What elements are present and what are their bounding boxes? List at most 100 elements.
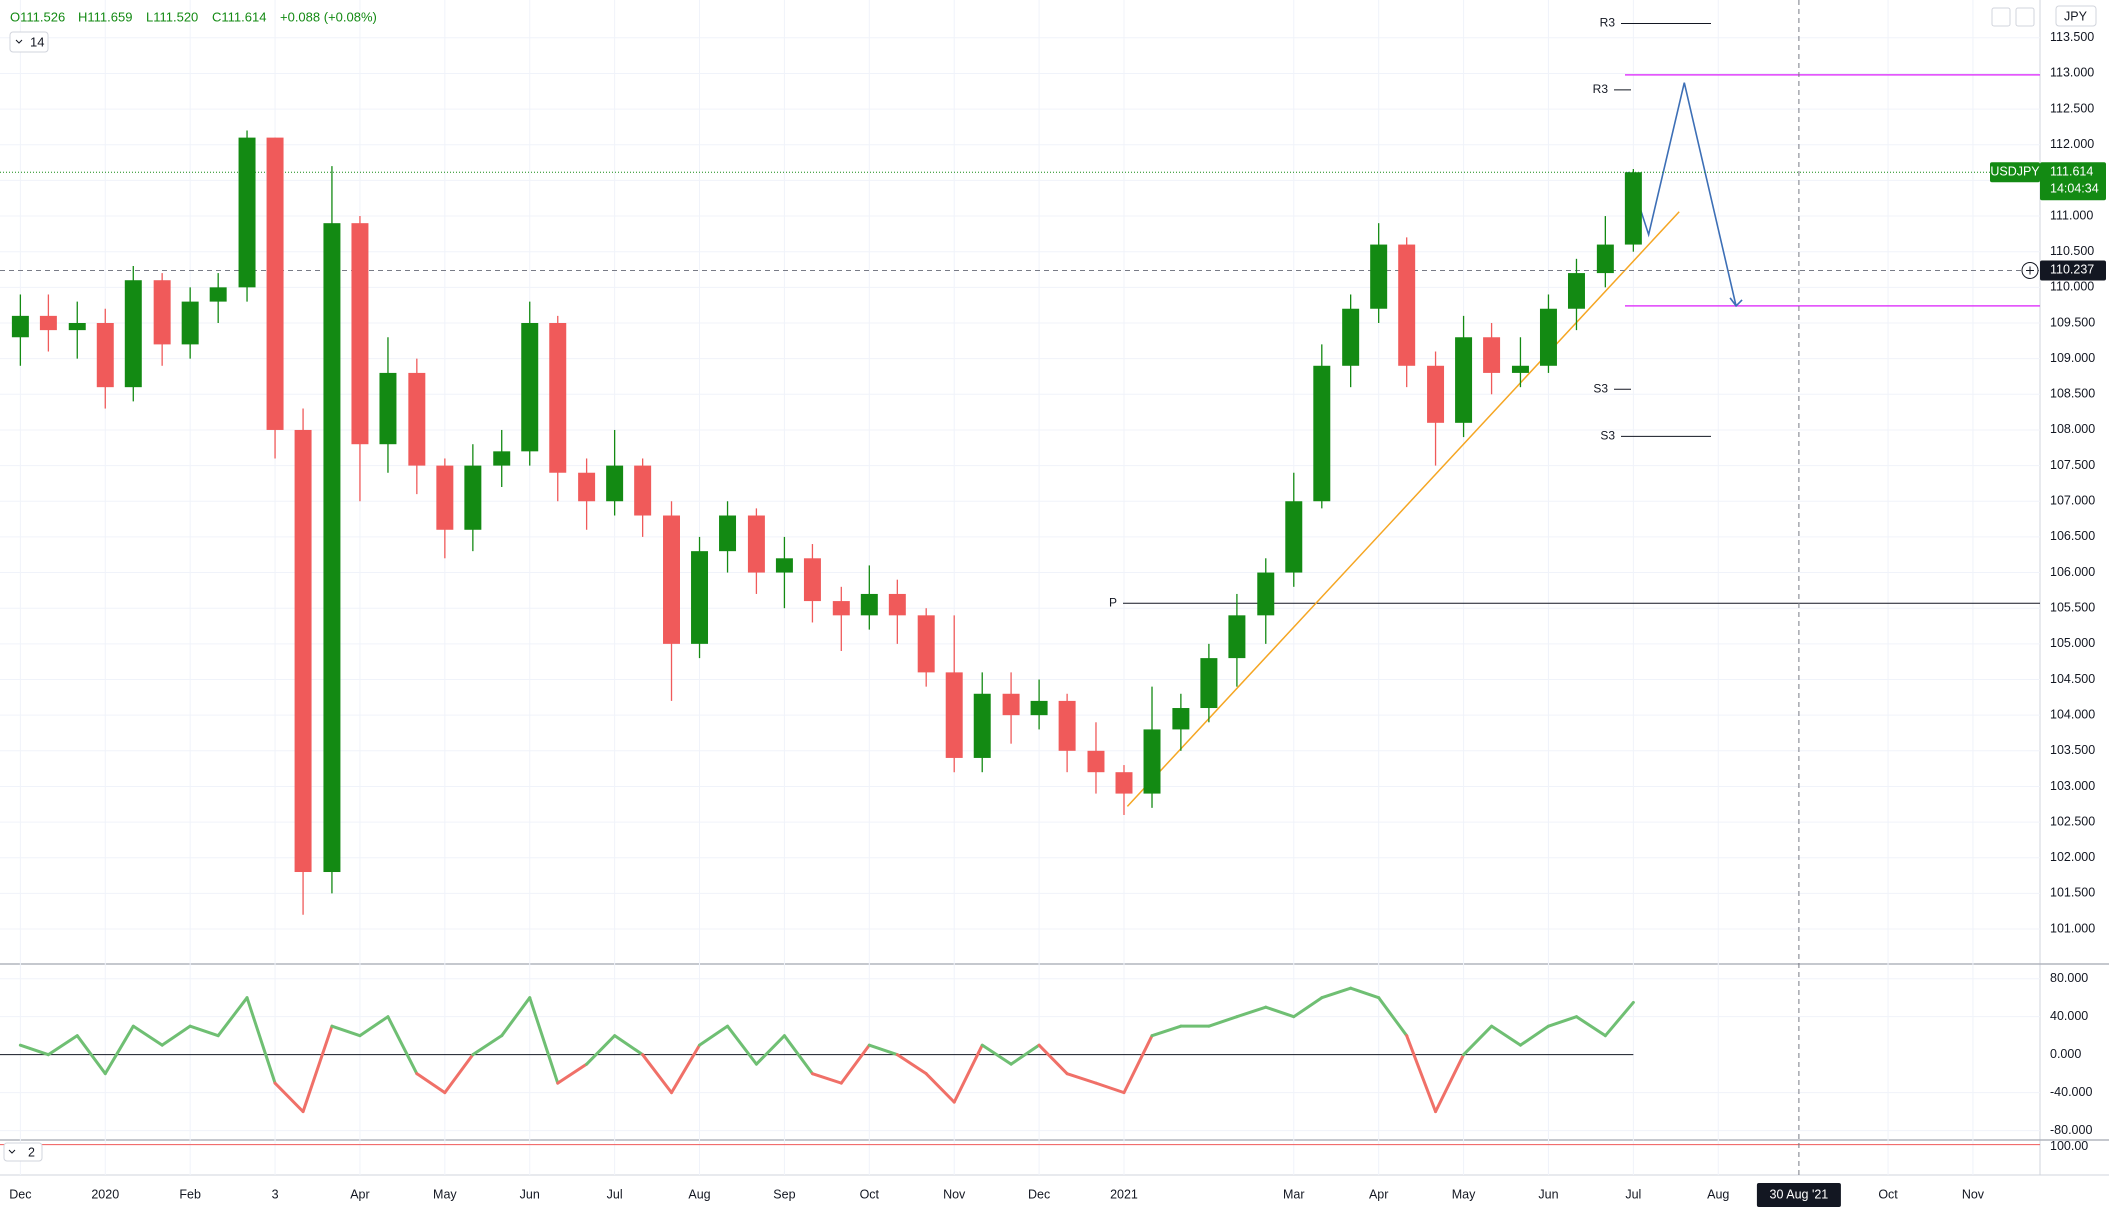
oscillator-segment [1405, 1034, 1438, 1114]
chevron [15, 39, 23, 44]
candle-body [1200, 658, 1218, 709]
oscillator-segment [1009, 1043, 1041, 1066]
candle-body [888, 593, 906, 616]
y-tick-label: 103.500 [2050, 743, 2095, 757]
candle-body [1257, 572, 1275, 616]
ohlc-low: L111.520 [146, 9, 198, 24]
candle-body [691, 551, 709, 644]
candle-body [860, 593, 878, 616]
candle-body [266, 137, 284, 430]
y-tick-label: 111.000 [2050, 208, 2093, 222]
candle-body [606, 465, 624, 502]
x-tick-label: Sep [773, 1187, 795, 1201]
candle-body [1567, 273, 1585, 309]
candle-body [973, 693, 991, 758]
candle-body [521, 322, 539, 452]
candle-body [1342, 308, 1360, 366]
symbol-label: USDJPY [1990, 165, 2040, 179]
labels: O111.526 H111.659 L111.520 C111.614 +0.0… [3, 5, 2106, 1207]
candle-body [1398, 244, 1416, 366]
candle-body [124, 280, 142, 388]
oscillator-segment [330, 1024, 362, 1038]
y-tick-label: 110.500 [2050, 244, 2094, 258]
oscillator-segment [216, 996, 249, 1038]
oscillator-segment [1122, 1034, 1154, 1095]
ohlc-close: C111.614 [212, 9, 266, 24]
pivot-label: R3 [1593, 82, 1609, 96]
candle-body [634, 465, 652, 516]
pivot-label: P [1109, 595, 1117, 609]
y-tick-label: 108.000 [2050, 422, 2095, 436]
candle-body [747, 515, 765, 573]
candle-body [379, 372, 397, 445]
candle-body [917, 615, 935, 673]
x-tick-label: Feb [179, 1187, 201, 1201]
y-tick-label: 102.000 [2050, 850, 2095, 864]
oscillator-segment [1292, 996, 1324, 1019]
x-tick-label: Aug [1707, 1187, 1729, 1201]
candle-body [1313, 365, 1331, 502]
countdown-label: 14:04:34 [2050, 182, 2099, 196]
oscillator-segment [754, 1034, 786, 1066]
y-tick-label: 105.500 [2050, 601, 2095, 615]
pane-legend-label[interactable]: 2 [28, 1145, 35, 1159]
candle-body [96, 322, 114, 388]
refresh-button[interactable] [2015, 7, 2035, 27]
y-tick-label: 101.500 [2050, 886, 2095, 900]
interval-label[interactable]: 14 [30, 34, 44, 49]
oscillator-segment [895, 1053, 928, 1076]
currency-label[interactable]: JPY [2064, 9, 2088, 23]
oscillator-segment [1320, 986, 1353, 1000]
ohlc-high: H111.659 [78, 9, 132, 24]
y-tick-label: 106.000 [2050, 565, 2095, 579]
ohlc-open: O111.526 [10, 9, 65, 24]
x-tick-label: May [1452, 1187, 1476, 1201]
candle-body [1427, 365, 1445, 423]
oscillator-segment [1434, 1053, 1466, 1114]
candle-body [209, 287, 227, 302]
candle-body [238, 137, 256, 288]
candle-body [719, 515, 737, 552]
last-price-label: 111.614 [2050, 165, 2093, 179]
candle-body [1285, 501, 1303, 573]
ohlc-change: +0.088 (+0.08%) [280, 9, 377, 24]
oscillator-segment [726, 1024, 758, 1066]
interval-button[interactable] [9, 31, 49, 53]
x-tick-label: Nov [1962, 1187, 1985, 1201]
candle-body [408, 372, 426, 466]
candle-body [578, 472, 596, 502]
candle-body [323, 223, 341, 873]
y-tick-label: 109.500 [2050, 315, 2095, 329]
pivot-label: S3 [1593, 381, 1608, 395]
y-tick-label: 101.000 [2050, 921, 2095, 935]
candle-body [1143, 729, 1161, 794]
candle-body [1511, 365, 1529, 373]
oscillator-segment [528, 996, 560, 1085]
crosshair-price-box [2040, 260, 2106, 281]
oscillator-segment [1235, 1005, 1268, 1019]
candle-body [39, 315, 57, 331]
y-tick-label: -40.000 [2050, 1085, 2092, 1099]
candle-body [775, 558, 793, 573]
download-button[interactable] [1991, 7, 2011, 27]
oscillator-segment [1037, 1043, 1069, 1076]
oscillator-segment [46, 1034, 79, 1057]
plus-icon [2026, 266, 2034, 275]
oscillator-segment [301, 1024, 334, 1114]
oscillator-segment [1150, 1024, 1183, 1038]
plot [0, 0, 2040, 1175]
y-tick-label: 106.500 [2050, 529, 2095, 543]
oscillator-segment [273, 1081, 305, 1114]
candle-body [832, 601, 850, 616]
pane-legend-button[interactable] [3, 1142, 43, 1162]
y-tick-label: 104.500 [2050, 672, 2095, 686]
oscillator-segment [1603, 1000, 1635, 1038]
oscillator-segment [782, 1034, 814, 1076]
last-price-box [2040, 162, 2106, 201]
currency-button[interactable] [2055, 5, 2097, 27]
oscillator-segment [839, 1043, 871, 1085]
oscillator-segment [500, 996, 532, 1038]
candle-body [549, 322, 567, 473]
oscillator-segment [980, 1043, 1013, 1066]
